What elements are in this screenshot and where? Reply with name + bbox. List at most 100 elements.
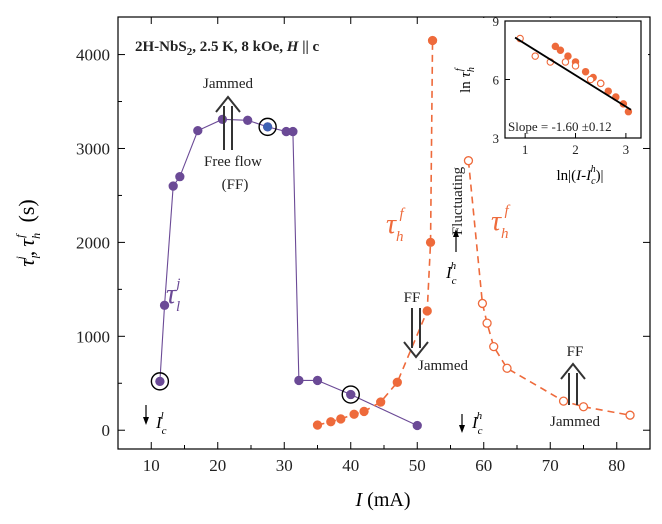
inset-y-tick-label: 6 [493,73,500,88]
inset-series-layer [514,34,633,116]
inset-data-point [586,75,595,84]
double-arrow-up-icon-right [560,362,586,405]
series-line-0 [159,118,418,427]
data-point [336,414,346,424]
annotation-ff-mid: FF [404,290,421,306]
annotation-ic-l: Icl [155,410,167,437]
inset-axis-ticks: 1 2 3 3 6 9 [493,14,630,157]
data-point [243,115,253,125]
x-tick-label: 70 [542,456,559,475]
series-line-1 [317,40,434,426]
x-tick-label: 10 [143,456,160,475]
highlighted-point [346,390,356,400]
inset-y-tick-label: 3 [493,131,500,146]
data-point [477,298,488,309]
data-point [288,126,298,137]
data-point [312,420,323,430]
data-point [502,363,512,373]
data-point [412,420,422,431]
annotation-jammed-mid: Jammed [418,358,468,374]
arrow-up-icon [453,229,459,252]
y-tick-label: 3000 [76,139,110,158]
arrow-down-icon-ic-h [459,414,465,433]
annotation-ic-h-mid: Ich [445,260,457,287]
data-point [326,417,336,427]
highlighted-point [155,376,165,386]
series-label-tau-h-f-left: τhf [386,206,406,245]
x-tick-label: 30 [276,456,293,475]
highlight-ring [341,385,360,404]
chart-title: 2H-NbS2, 2.5 K, 8 kOe, H || c [135,39,320,58]
inset-y-tick-label: 9 [493,14,500,29]
series-label-tau-h-f-right: τhf [491,203,511,242]
main-plot: 10 20 30 40 50 60 70 80 0 1000 2000 3000 4000 2H-NbS… [13,16,651,511]
data-point [425,237,436,248]
inset-x-tick-label: 1 [522,142,529,157]
data-point [217,114,228,125]
y-tick-label: 2000 [76,233,110,252]
double-arrow-down-icon [403,308,429,359]
inset-background [472,18,648,146]
data-point [558,396,569,406]
data-point [168,181,178,191]
annotation-ff-right: FF [567,344,584,360]
highlight-ring [258,117,277,137]
inset-slope-annotation: Slope = -1.60 ±0.12 [508,119,612,134]
data-point [349,409,359,419]
data-point [463,156,474,166]
x-tick-label: 50 [409,456,426,475]
inset-y-axis-label: ln τhf [454,67,477,93]
x-tick-label: 20 [209,456,226,475]
data-point [392,377,402,387]
inset-data-point [571,62,580,70]
annotation-ff-paren: (FF) [222,177,249,193]
annotation-fluctuating: Fluctuating [450,166,466,235]
svg-text:ln τhf: ln τhf [454,67,477,93]
y-axis-label: τlj,τhf(s) [13,199,43,267]
inset-plot: 1 2 3 3 6 9 Slope = -1.60 ±0.12 ln τhf ln|(I-… [454,14,648,187]
data-point [482,318,492,328]
data-point [193,125,203,136]
svg-text:τlj,τhf(s): τlj,τhf(s) [13,199,43,267]
inset-data-point [531,52,539,60]
annotation-free-flow: Free flow [204,154,262,170]
main-axis-ticks: 10 20 30 40 50 60 70 80 0 1000 2000 3000 4000 [76,17,650,475]
inset-x-tick-label: 3 [623,142,630,157]
data-point [427,35,438,46]
x-tick-label: 80 [608,456,625,475]
annotation-ic-h: Ich [471,410,483,437]
double-arrow-up-icon [215,95,241,150]
data-point [294,375,304,386]
data-point [422,306,432,316]
series-label-tau-l-j: τlj [166,276,180,315]
data-point [312,375,323,386]
y-tick-label: 4000 [76,46,110,65]
series-line-2 [467,160,631,416]
y-tick-label: 0 [102,421,111,440]
inset-data-point [551,42,560,51]
x-axis-label: I (mA) [355,489,411,511]
y-tick-label: 1000 [76,327,110,346]
annotation-jammed-top: Jammed [203,76,253,92]
inset-x-tick-label: 2 [572,142,579,157]
inset-data-point [604,87,613,95]
x-tick-label: 60 [475,456,492,475]
data-point [359,406,369,417]
inset-data-point [556,46,565,54]
main-series-layer [150,35,635,431]
data-point [376,397,386,407]
arrow-down-icon-ic-l [143,405,149,425]
highlighted-point [263,122,273,132]
data-point [625,410,635,420]
data-point [175,172,185,182]
data-point [489,341,499,352]
data-point [578,402,589,412]
inset-data-point [596,79,605,88]
inset-data-point [561,58,570,66]
x-tick-label: 40 [342,456,359,475]
annotation-jammed-right: Jammed [550,414,600,430]
inset-data-point [581,67,590,76]
data-point [159,300,170,310]
highlight-ring [150,372,170,391]
inset-x-axis-label: ln|(I-Ich)| [556,164,603,187]
